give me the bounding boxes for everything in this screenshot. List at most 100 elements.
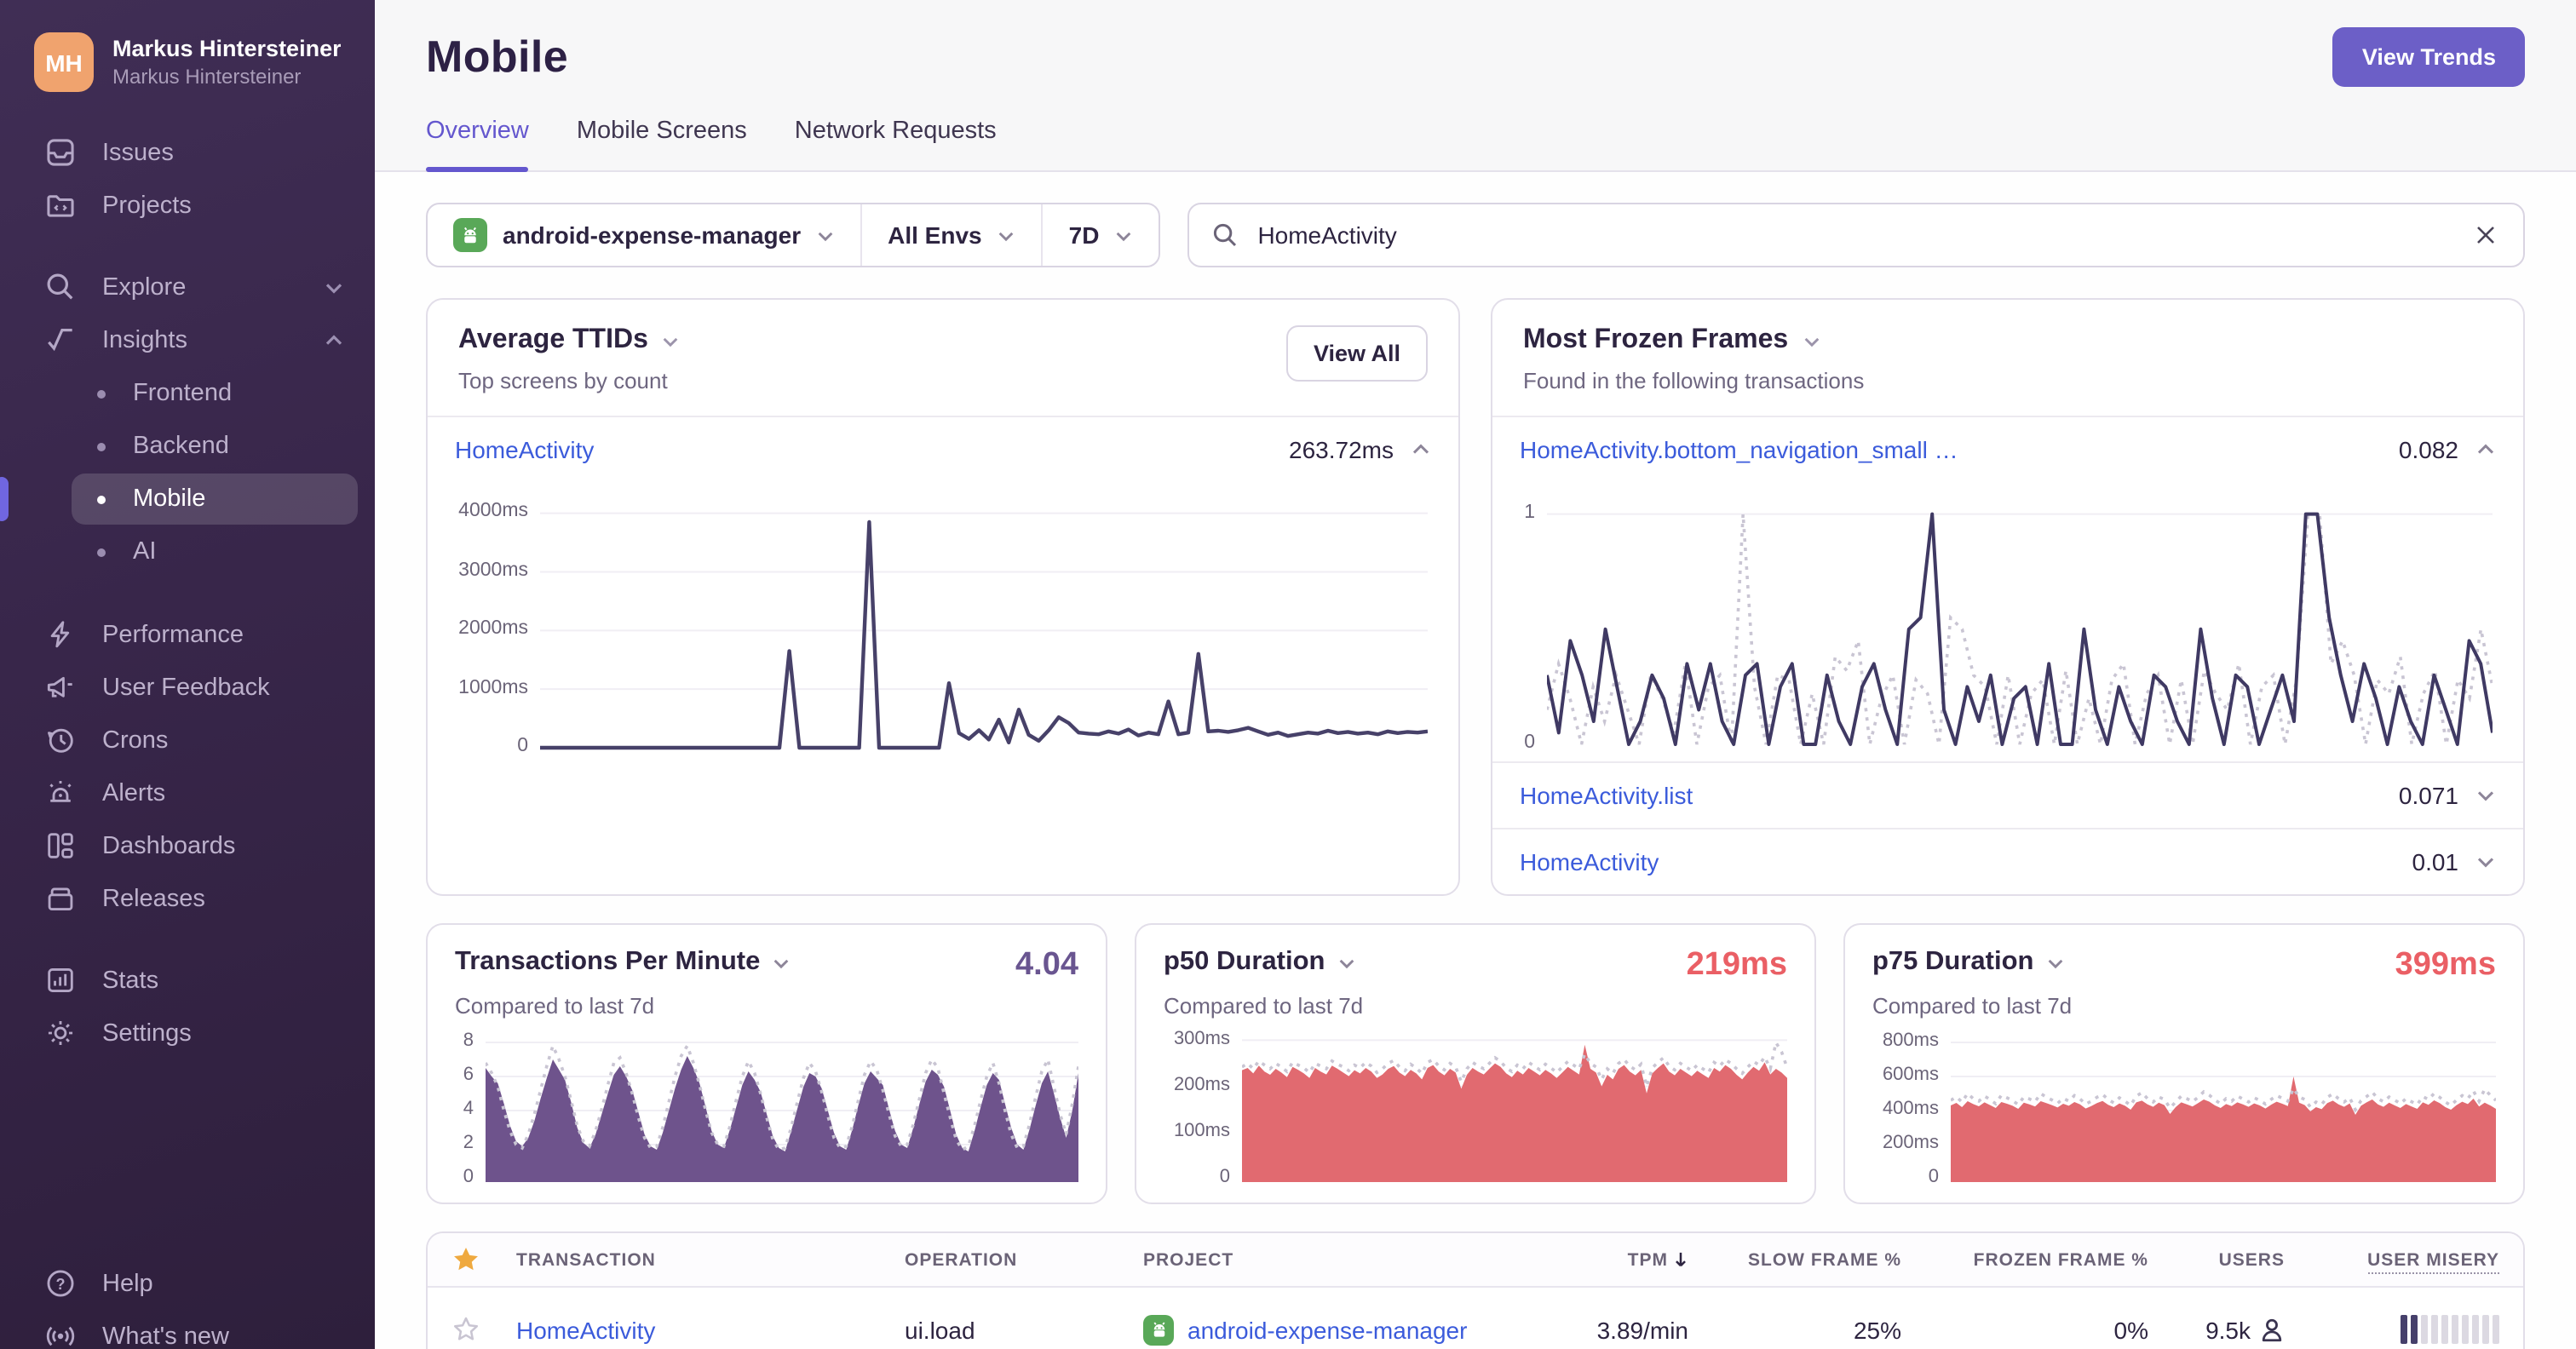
p50-chart: 300ms 200ms 100ms 0: [1164, 1028, 1787, 1187]
sidebar-item-explore[interactable]: Explore: [0, 261, 375, 313]
sidebar-item-help[interactable]: ? Help: [0, 1257, 375, 1310]
star-outline-icon[interactable]: [451, 1315, 480, 1344]
collapse-chevron-icon[interactable]: [1411, 441, 1431, 458]
avg-ttids-title-dropdown[interactable]: Average TTIDs: [458, 325, 681, 356]
col-header-users[interactable]: USERS: [2218, 1249, 2285, 1270]
view-trends-button[interactable]: View Trends: [2332, 27, 2525, 87]
sidebar-footer: ? Help What's new: [0, 1257, 375, 1349]
stat-subtitle: Compared to last 7d: [455, 993, 655, 1019]
sidebar: MH Markus Hintersteiner Markus Hinterste…: [0, 0, 375, 1349]
user-misery-bars: [2401, 1315, 2499, 1344]
tpm-title-dropdown[interactable]: Transactions Per Minute: [455, 947, 791, 978]
sidebar-item-projects[interactable]: Projects: [0, 179, 375, 232]
sidebar-item-settings[interactable]: Settings: [0, 1007, 375, 1059]
col-header-transaction[interactable]: TRANSACTION: [516, 1249, 656, 1270]
project-link[interactable]: android-expense-manager: [1187, 1316, 1468, 1343]
sidebar-item-label: Explore: [102, 273, 187, 301]
stats-icon: [44, 964, 77, 996]
sidebar-item-dashboards[interactable]: Dashboards: [0, 819, 375, 872]
sidebar-item-ai[interactable]: AI: [72, 526, 358, 577]
view-all-button[interactable]: View All: [1285, 325, 1428, 382]
bullet-icon: [97, 548, 106, 556]
stat-title: p75 Duration: [1872, 947, 2034, 976]
environment-selector[interactable]: All Envs: [860, 204, 1042, 266]
avatar[interactable]: MH: [34, 32, 94, 92]
stat-title: p50 Duration: [1164, 947, 1325, 976]
sidebar-item-stats[interactable]: Stats: [0, 954, 375, 1007]
frozen-transaction-row[interactable]: HomeActivity 0.01: [1492, 829, 2523, 894]
col-header-user-misery[interactable]: USER MISERY: [2367, 1249, 2499, 1273]
p75-title-dropdown[interactable]: p75 Duration: [1872, 947, 2064, 978]
transaction-link[interactable]: HomeActivity: [1520, 848, 1659, 875]
search-input[interactable]: [1254, 220, 2455, 250]
search-box[interactable]: [1187, 203, 2525, 267]
col-header-frozen-frame[interactable]: FROZEN FRAME %: [1973, 1249, 2148, 1270]
chevron-down-icon: [998, 227, 1016, 243]
sidebar-item-whats-new[interactable]: What's new: [0, 1310, 375, 1349]
cell-project: android-expense-manager: [1143, 1314, 1527, 1345]
chevron-down-icon: [662, 333, 681, 348]
col-header-slow-frame[interactable]: SLOW FRAME %: [1748, 1249, 1901, 1270]
frozen-transaction-row-expanded[interactable]: HomeActivity.bottom_navigation_small … 0…: [1492, 417, 2523, 482]
sidebar-item-backend[interactable]: Backend: [72, 421, 358, 472]
sidebar-item-label: Backend: [133, 433, 229, 460]
tab-network-requests[interactable]: Network Requests: [794, 118, 997, 145]
col-header-operation[interactable]: OPERATION: [905, 1249, 1018, 1270]
chevron-down-icon: [816, 227, 835, 243]
android-project-icon: [453, 218, 487, 252]
expand-chevron-icon[interactable]: [2475, 853, 2496, 870]
tab-mobile-screens[interactable]: Mobile Screens: [576, 118, 747, 145]
transactions-table: TRANSACTION OPERATION PROJECT TPM SLOW F…: [426, 1231, 2525, 1349]
collapse-chevron-icon[interactable]: [2475, 441, 2496, 458]
sidebar-item-user-feedback[interactable]: User Feedback: [0, 661, 375, 714]
chevron-down-icon: [1114, 227, 1133, 243]
date-range-selector[interactable]: 7D: [1041, 204, 1159, 266]
col-header-project[interactable]: PROJECT: [1143, 1249, 1234, 1270]
sidebar-item-releases[interactable]: Releases: [0, 872, 375, 925]
sidebar-item-performance[interactable]: Performance: [0, 608, 375, 661]
frozen-frames-card: Most Frozen Frames Found in the followin…: [1491, 298, 2525, 896]
chevron-down-icon: [772, 955, 791, 970]
user-name: Markus Hintersteiner: [112, 36, 342, 61]
stat-value: 4.04: [1015, 947, 1078, 983]
sidebar-item-mobile[interactable]: Mobile: [0, 474, 358, 525]
transaction-link[interactable]: HomeActivity.list: [1520, 782, 1693, 809]
sidebar-item-frontend[interactable]: Frontend: [72, 368, 358, 419]
frozen-frames-title-dropdown[interactable]: Most Frozen Frames: [1523, 325, 1864, 356]
col-header-tpm[interactable]: TPM: [1628, 1249, 1688, 1270]
stat-title: Transactions Per Minute: [455, 947, 761, 976]
stat-subtitle: Compared to last 7d: [1872, 993, 2073, 1019]
p75-chart: 800ms 600ms 400ms 200ms 0: [1872, 1030, 2496, 1187]
transaction-link[interactable]: HomeActivity: [455, 436, 595, 463]
user-menu[interactable]: MH Markus Hintersteiner Markus Hinterste…: [0, 0, 375, 92]
expand-chevron-icon[interactable]: [2475, 787, 2496, 804]
transaction-link[interactable]: HomeActivity: [516, 1316, 656, 1343]
transaction-value: 0.082: [2398, 436, 2458, 463]
sidebar-item-alerts[interactable]: Alerts: [0, 766, 375, 819]
sidebar-item-label: Crons: [102, 726, 169, 754]
clear-search-button[interactable]: [2470, 220, 2501, 250]
sidebar-item-label: Alerts: [102, 779, 166, 807]
sidebar-item-insights[interactable]: Insights: [0, 313, 375, 366]
tab-overview[interactable]: Overview: [426, 114, 530, 172]
card-subtitle: Found in the following transactions: [1523, 368, 1865, 393]
transaction-value: 0.01: [2412, 848, 2459, 875]
sidebar-item-label: Projects: [102, 192, 192, 219]
issues-icon: [44, 136, 77, 169]
chevron-down-icon: [324, 278, 344, 296]
sidebar-item-crons[interactable]: Crons: [0, 714, 375, 766]
frozen-transaction-row[interactable]: HomeActivity.list 0.071: [1492, 763, 2523, 828]
sidebar-item-issues[interactable]: Issues: [0, 126, 375, 179]
page-header: Mobile View Trends Overview Mobile Scree…: [375, 0, 2576, 172]
ttid-transaction-row[interactable]: HomeActivity 263.72ms: [428, 417, 1458, 482]
project-selector[interactable]: android-expense-manager: [428, 204, 860, 266]
sidebar-item-label: Insights: [102, 326, 187, 353]
card-title: Average TTIDs: [458, 325, 648, 354]
star-filled-icon[interactable]: [451, 1245, 480, 1274]
transaction-link[interactable]: HomeActivity.bottom_navigation_small …: [1520, 436, 1958, 463]
sidebar-item-label: Settings: [102, 1019, 192, 1047]
p50-duration-card: p50 Duration 219ms Compared to last 7d 3…: [1135, 923, 1816, 1204]
megaphone-icon: [44, 671, 77, 703]
p50-title-dropdown[interactable]: p50 Duration: [1164, 947, 1355, 978]
table-row[interactable]: HomeActivity ui.load android-expense-man…: [428, 1286, 2523, 1349]
